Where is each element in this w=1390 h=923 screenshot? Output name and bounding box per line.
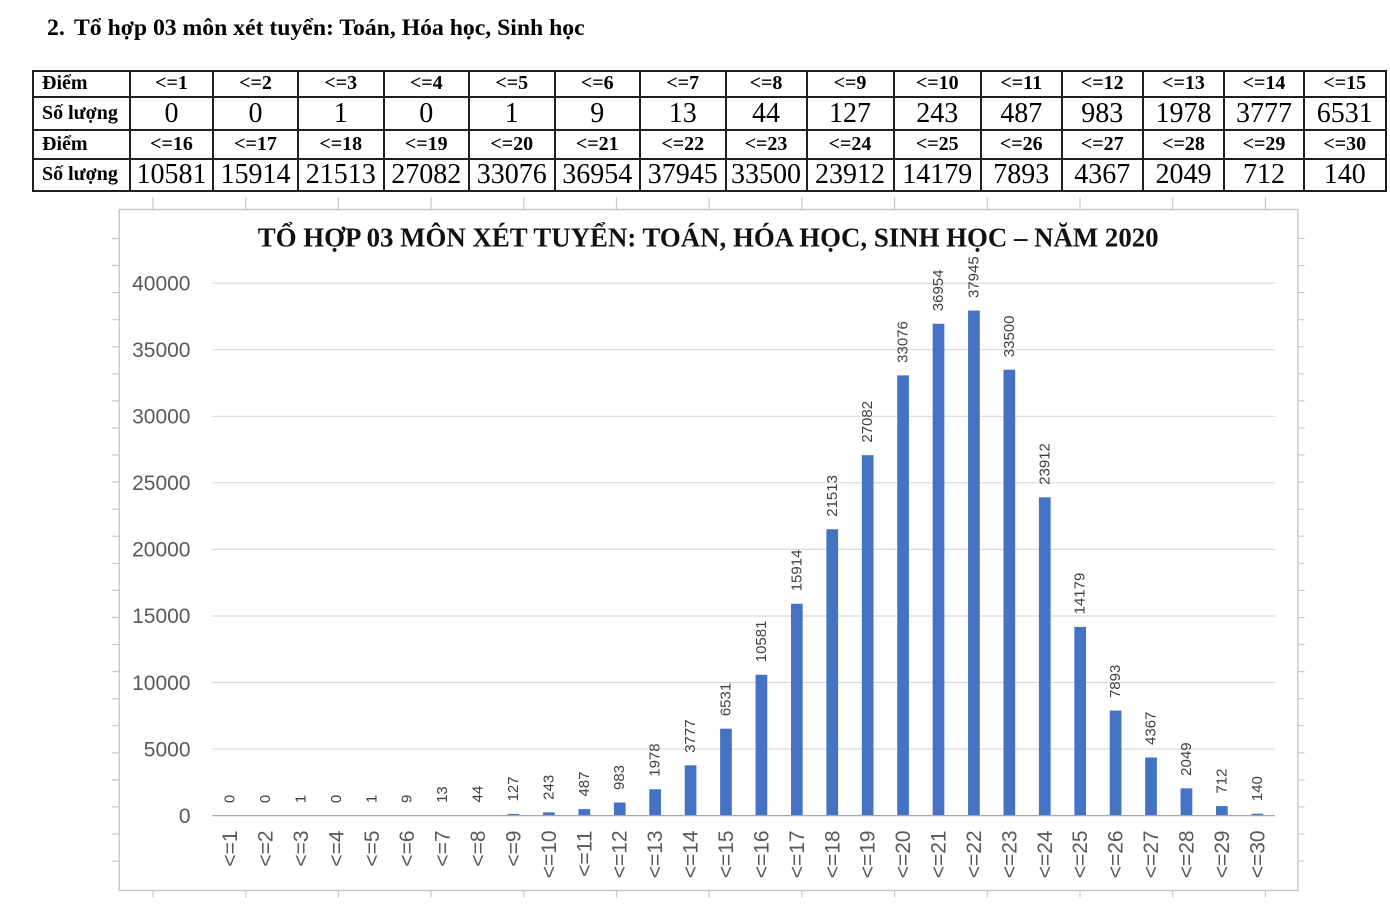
svg-text:<=26: <=26 (1105, 830, 1128, 878)
svg-text:<=7: <=7 (432, 830, 455, 866)
svg-text:<=12: <=12 (609, 830, 632, 878)
svg-text:<=10: <=10 (538, 830, 561, 878)
svg-text:15914: 15914 (788, 550, 805, 592)
svg-text:0: 0 (179, 805, 191, 828)
svg-text:<=11: <=11 (573, 830, 596, 876)
svg-text:<=5: <=5 (361, 830, 384, 866)
svg-text:<=6: <=6 (396, 830, 419, 866)
svg-text:40000: 40000 (132, 273, 190, 296)
svg-text:1: 1 (363, 795, 380, 803)
svg-text:243: 243 (540, 775, 557, 800)
svg-text:<=19: <=19 (857, 830, 880, 878)
svg-text:30000: 30000 (132, 406, 190, 429)
svg-text:14179: 14179 (1072, 573, 1089, 615)
svg-text:35000: 35000 (132, 339, 190, 362)
svg-text:<=2: <=2 (255, 830, 278, 866)
svg-text:<=4: <=4 (325, 830, 348, 867)
svg-text:27082: 27082 (859, 401, 876, 443)
svg-text:15000: 15000 (132, 605, 190, 628)
svg-text:<=1: <=1 (219, 830, 242, 866)
svg-text:<=18: <=18 (821, 830, 844, 878)
svg-text:33500: 33500 (1001, 315, 1018, 357)
svg-text:4367: 4367 (1143, 712, 1160, 745)
svg-text:0: 0 (257, 795, 274, 803)
svg-text:<=13: <=13 (644, 830, 667, 878)
svg-text:127: 127 (505, 776, 522, 801)
svg-text:<=23: <=23 (998, 830, 1021, 878)
svg-text:<=9: <=9 (502, 830, 525, 866)
svg-text:<=17: <=17 (786, 830, 809, 878)
svg-text:487: 487 (576, 772, 593, 797)
svg-text:10581: 10581 (753, 621, 770, 663)
svg-text:<=8: <=8 (467, 830, 490, 866)
svg-text:<=30: <=30 (1246, 830, 1269, 878)
svg-text:<=21: <=21 (928, 830, 951, 878)
svg-text:<=20: <=20 (892, 830, 915, 878)
svg-text:TỔ HỢP 03 MÔN XÉT TUYỂN: TOÁN,: TỔ HỢP 03 MÔN XÉT TUYỂN: TOÁN, HÓA HỌC, … (258, 222, 1159, 253)
svg-text:44: 44 (470, 786, 487, 803)
svg-text:6531: 6531 (717, 683, 734, 716)
svg-text:1978: 1978 (647, 743, 664, 776)
svg-text:983: 983 (611, 765, 628, 790)
svg-text:<=28: <=28 (1175, 830, 1198, 878)
svg-text:<=24: <=24 (1034, 830, 1057, 878)
svg-text:<=25: <=25 (1069, 830, 1092, 878)
svg-text:23912: 23912 (1036, 443, 1053, 485)
svg-text:10000: 10000 (132, 672, 190, 695)
svg-text:36954: 36954 (930, 270, 947, 312)
svg-text:25000: 25000 (132, 472, 190, 495)
svg-text:<=22: <=22 (963, 830, 986, 878)
svg-text:0: 0 (328, 795, 345, 803)
svg-text:<=29: <=29 (1211, 830, 1234, 878)
svg-text:33076: 33076 (895, 321, 912, 363)
svg-text:2049: 2049 (1178, 742, 1195, 775)
svg-text:7893: 7893 (1107, 665, 1124, 698)
svg-text:<=27: <=27 (1140, 830, 1163, 878)
svg-text:<=16: <=16 (750, 830, 773, 878)
svg-text:140: 140 (1249, 776, 1266, 801)
svg-text:21513: 21513 (824, 475, 841, 517)
svg-text:1: 1 (292, 795, 309, 803)
svg-text:<=15: <=15 (715, 830, 738, 878)
svg-text:13: 13 (434, 786, 451, 803)
svg-text:9: 9 (399, 795, 416, 803)
svg-text:712: 712 (1213, 769, 1230, 794)
svg-text:5000: 5000 (144, 738, 191, 761)
svg-text:<=3: <=3 (290, 830, 313, 866)
svg-text:<=14: <=14 (680, 830, 703, 878)
svg-text:0: 0 (222, 795, 239, 803)
svg-text:37945: 37945 (965, 256, 982, 298)
svg-text:20000: 20000 (132, 539, 190, 562)
svg-text:3777: 3777 (682, 719, 699, 752)
